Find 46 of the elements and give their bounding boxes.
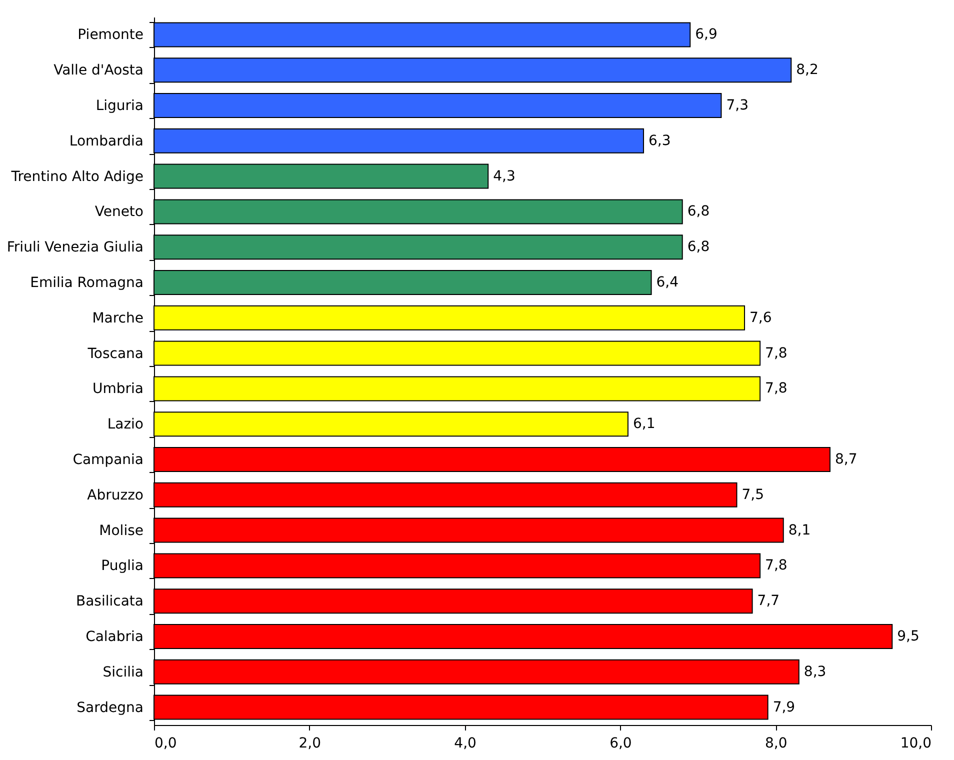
x-tick-label: 6,0: [610, 736, 632, 752]
data-label: 7,7: [757, 593, 780, 610]
data-label: 6,1: [632, 416, 656, 432]
y-tick-label: Sardegna: [76, 700, 144, 716]
data-label: 6,8: [687, 204, 710, 220]
data-label: 6,8: [687, 239, 710, 256]
data-label: 4,3: [493, 168, 516, 184]
y-tick-label: Puglia: [101, 558, 144, 574]
y-tick-label: Veneto: [94, 204, 144, 220]
y-tick-label: Abruzzo: [87, 487, 144, 504]
y-tick-label: Molise: [99, 522, 144, 539]
x-tick-label: 0,0: [154, 736, 177, 752]
data-label: 7,9: [772, 699, 796, 716]
data-label: 7,6: [750, 310, 772, 326]
data-label: 8,2: [796, 62, 818, 78]
y-tick-label: Piemonte: [78, 27, 144, 44]
data-label: 6,3: [648, 132, 671, 149]
y-tick-label: Campania: [72, 452, 144, 468]
y-tick-label: Emilia Romagna: [30, 275, 144, 291]
y-tick-label: Basilicata: [76, 594, 144, 610]
y-tick-label: Lazio: [107, 416, 144, 433]
data-label: 7,8: [765, 380, 788, 397]
data-label: 6,9: [695, 26, 718, 43]
data-label: 6,4: [656, 274, 679, 290]
y-tick-label: Calabria: [86, 629, 144, 645]
data-label: 8,7: [834, 452, 858, 468]
y-tick-label: Valle d'Aosta: [54, 62, 144, 79]
y-tick-label: Marche: [92, 310, 144, 326]
y-tick-label: Toscana: [86, 346, 144, 362]
x-tick-label: 10,0: [900, 736, 932, 752]
data-label: 9,5: [897, 628, 920, 644]
data-label: 7,3: [726, 98, 748, 114]
x-tick-label: 4,0: [454, 736, 476, 752]
y-tick-label: Lombardia: [69, 133, 144, 150]
data-label: 8,1: [788, 522, 811, 538]
x-tick-label: 8,0: [764, 736, 788, 752]
x-tick-label: 2,0: [298, 736, 322, 752]
y-tick-label: Umbria: [92, 381, 144, 398]
y-tick-label: Trentino Alto Adige: [10, 168, 144, 185]
data-label: 7,8: [765, 558, 788, 574]
data-label: 7,8: [765, 345, 788, 362]
y-tick-label: Sicilia: [102, 664, 144, 680]
data-label: 8,3: [804, 664, 826, 680]
y-tick-label: Friuli Venezia Giulia: [6, 240, 144, 256]
data-label: 7,5: [742, 486, 764, 503]
y-tick-label: Liguria: [96, 98, 144, 114]
